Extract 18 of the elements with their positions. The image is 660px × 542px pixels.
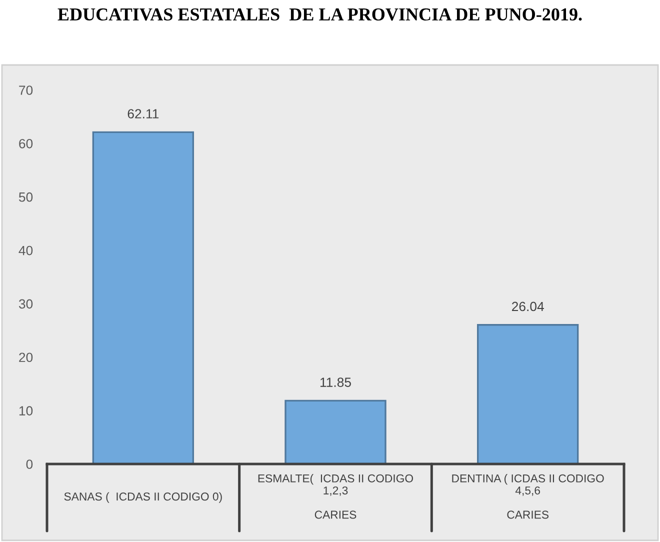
- x-tick-label: SANAS ( ICDAS II CODIGO 0): [64, 492, 222, 503]
- y-tick-label: 40: [18, 246, 33, 256]
- bar: [284, 400, 386, 464]
- bar: [92, 131, 194, 464]
- y-tick-label: 60: [19, 138, 33, 148]
- y-tick-label: 0: [26, 460, 33, 469]
- y-tick-label: 50: [18, 192, 33, 202]
- y-tick-label: 20: [19, 352, 33, 362]
- data-label: 26.04: [512, 302, 544, 312]
- y-tick-label: 10: [19, 406, 33, 416]
- chart-title: EDUCATIVAS ESTATALES DE LA PROVINCIA DE PUNO-2019.: [58, 8, 582, 21]
- data-label: 62.11: [128, 109, 159, 118]
- category-label: DENTINA ( ICDAS II CODIGO 4,5,6 CARIES: [452, 474, 604, 519]
- y-tick-label: 30: [18, 299, 33, 309]
- y-tick-label: 70: [19, 86, 33, 95]
- data-label: 11.85: [320, 378, 351, 387]
- bar: [476, 324, 579, 464]
- category-label: ESMALTE( ICDAS II CODIGO 1,2,3 CARIES: [258, 474, 414, 519]
